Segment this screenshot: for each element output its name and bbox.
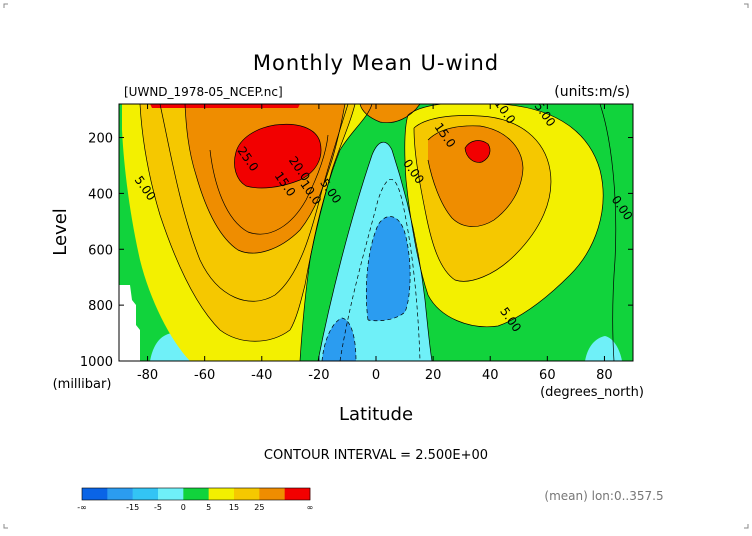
x-unit-label: (degrees_north): [540, 385, 644, 400]
mean-note: (mean) lon:0..357.5: [544, 489, 663, 503]
x-tick-label: 60: [539, 368, 556, 383]
x-tick-label: 20: [425, 368, 442, 383]
chart-subtitle-left: [UWND_1978-05_NCEP.nc]: [124, 85, 283, 99]
contour-lines: [122, 104, 617, 361]
chart-title: Monthly Mean U-wind: [253, 51, 499, 75]
field-south-jet-core: [234, 124, 322, 188]
field-negative-core-lower: [322, 318, 356, 361]
x-tick-label: 80: [596, 368, 613, 383]
y-unit-label: (millibar): [53, 377, 112, 392]
colorbar-swatch: [82, 488, 108, 500]
y-tick-label: 1000: [80, 355, 113, 370]
colorbar-swatch: [234, 488, 260, 500]
x-tick-label: -20: [308, 368, 329, 383]
colorbar-swatch: [107, 488, 133, 500]
field-north-jet-orange: [428, 125, 523, 227]
chart-subtitle-right: (units:m/s): [554, 84, 630, 100]
field-top-cap: [360, 104, 420, 123]
colorbar-swatch: [284, 488, 311, 500]
field-north-jet-core: [465, 140, 490, 163]
y-tick-label: 200: [88, 132, 113, 147]
colorbar-swatch: [132, 488, 159, 500]
x-tick-label: -60: [194, 368, 215, 383]
x-axis: -80 -60 -40 -20 0 20 40 60 80: [137, 104, 613, 383]
y-tick-label: 600: [88, 243, 113, 258]
x-axis-label: Latitude: [339, 404, 413, 425]
negative-contours: [321, 179, 421, 361]
x-tick-label: -80: [137, 368, 158, 383]
colorbar-label: 15: [229, 503, 239, 512]
x-tick-label: -40: [251, 368, 272, 383]
colorbar-label: 25: [254, 503, 264, 512]
y-axis: 200 400 600 800 1000: [80, 132, 633, 370]
field-top-strip: [150, 104, 300, 108]
colorbar-frame: [81, 487, 311, 501]
colorbar-swatch: [259, 488, 285, 500]
field-missing: [119, 285, 140, 361]
colorbar-label: -5: [154, 503, 162, 512]
colorbar-label: 0: [181, 503, 186, 512]
y-tick-label: 400: [88, 187, 113, 202]
y-tick-label: 800: [88, 299, 113, 314]
x-tick-label: 40: [482, 368, 499, 383]
contour-interval: CONTOUR INTERVAL = 2.500E+00: [264, 448, 488, 463]
colorbar-label: -∞: [77, 503, 87, 512]
colorbar-label: ∞: [307, 503, 314, 512]
y-axis-label: Level: [50, 208, 71, 256]
colorbar-label: -15: [126, 503, 139, 512]
colorbar: -∞ -15 -5 0 5 15 25 ∞: [77, 487, 314, 512]
colorbar-label: 5: [206, 503, 211, 512]
crop-marks: [3, 3, 749, 529]
colorbar-swatch: [183, 488, 209, 500]
colorbar-swatch: [208, 488, 235, 500]
field-negative-core-upper: [366, 216, 411, 321]
colorbar-swatch: [158, 488, 184, 500]
x-tick-label: 0: [372, 368, 380, 383]
